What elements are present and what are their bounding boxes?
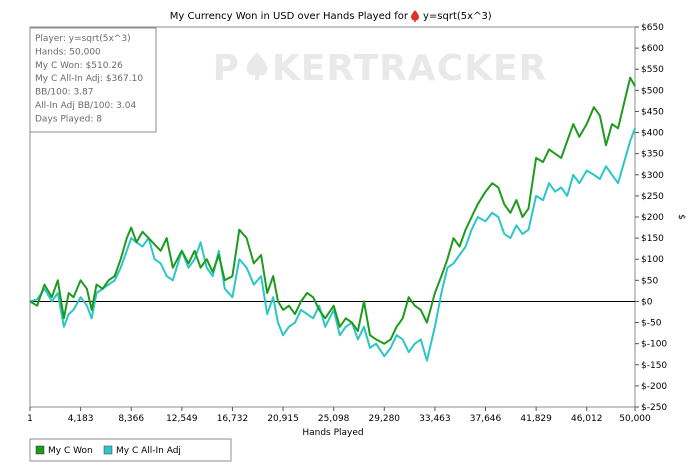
y-axis: $650 $600 $550 $500 $450 $400 $350 $300 $250 $200…	[635, 23, 667, 413]
stat-line: My C All-In Adj: $367.10	[35, 74, 143, 84]
chart-title: My Currency Won in USD over Hands Played…	[170, 11, 409, 22]
x-tick-label: 33,463	[419, 414, 451, 424]
y-tick-label: $250	[641, 192, 664, 202]
watermark-spade-icon	[246, 52, 268, 80]
pokertracker-spade-icon	[411, 10, 419, 22]
y-tick-label: $-150	[641, 361, 667, 371]
y-tick-label: $0	[641, 297, 653, 307]
stat-line: Days Played: 8	[35, 114, 102, 124]
y-tick-label: $500	[641, 86, 664, 96]
legend-swatch	[35, 445, 45, 455]
x-tick-label: 37,646	[470, 414, 502, 424]
watermark-right: KERTRACKER	[272, 48, 547, 89]
watermark-left: P	[213, 48, 240, 89]
x-tick-label: 25,098	[318, 414, 350, 424]
legend-box	[29, 438, 232, 462]
series-line-my-c-won	[29, 76, 636, 345]
x-tick-label: 41,829	[520, 414, 552, 424]
x-tick-label: 4,183	[68, 414, 94, 424]
x-axis: 1 4,183 8,366 12,549 16,732 20,915 25,098 29,28…	[27, 407, 651, 424]
stats-list: Player: y=sqrt(5x^3) Hands: 50,000 My C Wo…	[35, 34, 143, 124]
y-axis-label: $	[676, 214, 686, 220]
y-tick-label: $550	[641, 65, 664, 75]
y-tick-label: $600	[641, 44, 664, 54]
y-tick-label: $450	[641, 107, 664, 117]
stat-line: My C Won: $510.26	[35, 61, 123, 71]
x-tick-label: 1	[27, 414, 33, 424]
y-tick-label: $400	[641, 129, 664, 139]
legend-swatch	[103, 445, 113, 455]
y-tick-label: $150	[641, 234, 664, 244]
x-tick-label: 29,280	[369, 414, 401, 424]
stat-line: Player: y=sqrt(5x^3)	[35, 34, 131, 44]
x-tick-label: 12,549	[166, 414, 198, 424]
legend: My C Won My C All-In Adj	[35, 445, 181, 456]
stat-line: All-In Adj BB/100: 3.04	[35, 101, 136, 111]
stat-line: BB/100: 3.87	[35, 88, 94, 98]
y-tick-label: $-200	[641, 382, 667, 392]
stats-box	[29, 27, 157, 133]
series-layer	[29, 76, 636, 362]
x-tick-label: 16,732	[217, 414, 249, 424]
x-axis-label: Hands Played	[302, 428, 363, 438]
y-tick-label: $350	[641, 150, 664, 160]
y-tick-label: $-250	[641, 403, 667, 413]
legend-entry: My C All-In Adj	[116, 446, 181, 456]
legend-entry: My C Won	[48, 446, 93, 456]
x-tick-label: 46,012	[571, 414, 603, 424]
y-tick-label: $100	[641, 255, 664, 265]
pokertracker-watermark: P KERTRACKER	[213, 48, 547, 89]
y-tick-label: $300	[641, 171, 664, 181]
series-line-my-c-all-in-adj	[29, 127, 636, 362]
y-tick-label: $650	[641, 23, 664, 33]
stat-line: Hands: 50,000	[35, 47, 101, 57]
y-tick-label: $-50	[641, 319, 662, 329]
y-tick-label: $50	[641, 276, 658, 286]
x-tick-label: 20,915	[267, 414, 299, 424]
x-tick-label: 8,366	[118, 414, 144, 424]
y-tick-label: $-100	[641, 340, 667, 350]
y-tick-label: $200	[641, 213, 664, 223]
x-tick-label: 50,000	[619, 414, 651, 424]
chart-player-name: y=sqrt(5x^3)	[423, 11, 492, 22]
